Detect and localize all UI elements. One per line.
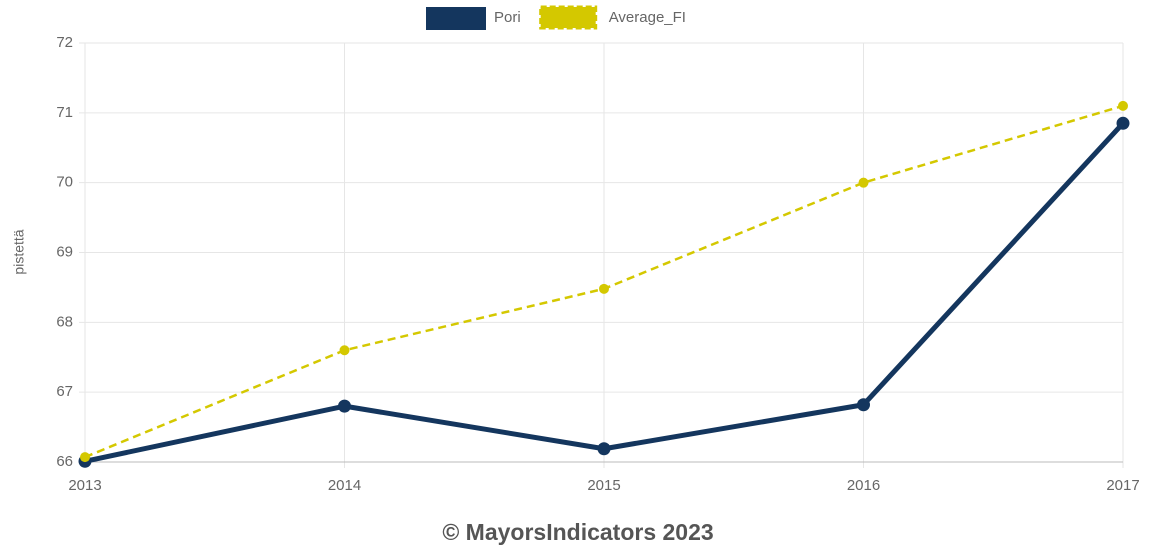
legend-label: Pori [494, 9, 521, 26]
y-tick-label: 67 [56, 383, 73, 400]
point [597, 442, 611, 456]
legend-swatch [426, 7, 486, 30]
y-axis-label: pistettä [11, 229, 27, 274]
footer: © MayorsIndicators 2023 [442, 519, 713, 545]
point [1116, 116, 1130, 130]
y-tick-label: 69 [56, 243, 73, 260]
x-tick-label: 2015 [587, 477, 620, 494]
point [80, 452, 90, 463]
point [338, 399, 351, 413]
y-tick-label: 68 [56, 313, 73, 330]
legend-swatch [539, 5, 598, 30]
point [599, 283, 609, 294]
point [858, 177, 869, 188]
legend-label: Average_FI [609, 9, 686, 26]
x-tick-label: 2017 [1106, 477, 1139, 494]
y-tick-label: 66 [56, 453, 73, 470]
y-tick-label: 71 [56, 104, 73, 121]
point [1118, 100, 1128, 111]
x-tick-label: 2014 [328, 477, 361, 494]
point [339, 345, 350, 356]
point [857, 398, 870, 412]
y-tick-label: 70 [56, 174, 73, 191]
x-tick-label: 2013 [68, 477, 101, 494]
x-tick-label: 2016 [847, 477, 880, 494]
y-tick-label: 72 [56, 34, 73, 51]
